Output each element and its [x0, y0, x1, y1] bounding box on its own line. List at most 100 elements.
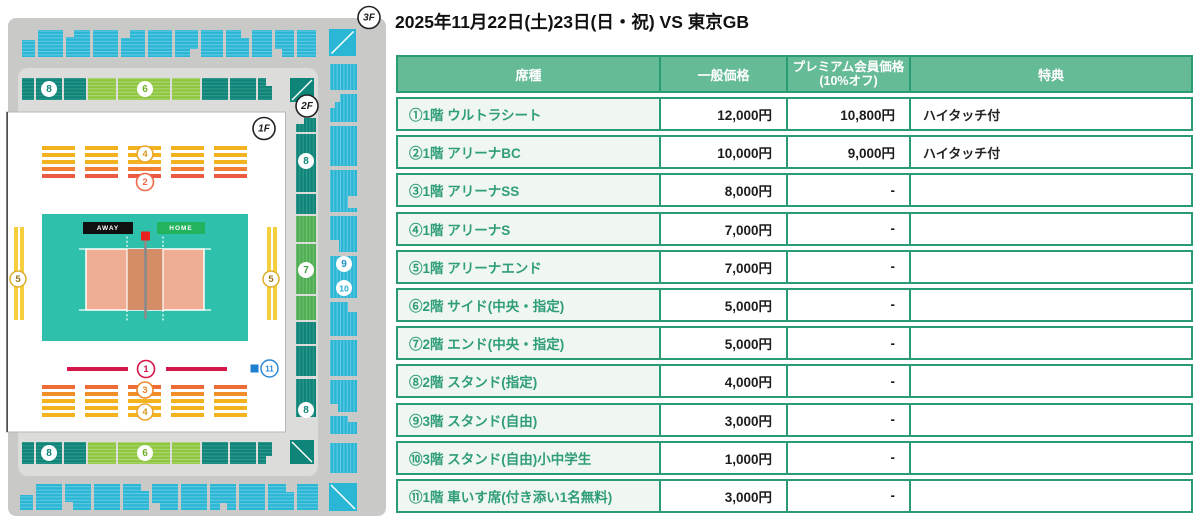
premium-price-cell: -: [786, 404, 909, 435]
benefit-cell: [909, 366, 1191, 397]
general-price-cell: 5,000円: [659, 289, 786, 320]
marker-10: 10: [336, 280, 352, 296]
marker-6-top-band: 6: [137, 81, 153, 97]
seat-type-cell: ④1階 アリーナS: [398, 213, 659, 244]
seat-type-cell: ⑨3階 スタンド(自由): [398, 404, 659, 435]
header-premium-line2: (10%オフ): [819, 74, 878, 88]
svg-text:2F: 2F: [300, 101, 314, 112]
benefit-cell: ハイタッチ付: [909, 137, 1191, 168]
table-row: ⑪1階 車いす席(付き添い1名無料) 3,000円 -: [396, 478, 1193, 513]
marker-11: 11: [260, 359, 279, 378]
ultra-seat-row: [67, 367, 227, 371]
floor-badge-2f: 2F: [295, 94, 319, 118]
arena-map-svg: AWAY HOME: [6, 5, 386, 516]
seat-type-cell: ③1階 アリーナSS: [398, 175, 659, 206]
header-general-price: 一般価格: [659, 57, 786, 91]
stands-3f-right: [329, 64, 357, 511]
table-row: ⑦2階 エンド(中央・指定) 5,000円 -: [396, 326, 1193, 361]
svg-text:1: 1: [143, 364, 149, 375]
marker-1: 1: [136, 359, 156, 379]
away-banner: [83, 222, 133, 234]
general-price-cell: 7,000円: [659, 251, 786, 282]
svg-text:3F: 3F: [363, 13, 376, 24]
seat-type-cell: ⑥2階 サイド(中央・指定): [398, 289, 659, 320]
svg-text:5: 5: [15, 274, 21, 285]
table-row: ②1階 アリーナBC 10,000円 9,000円 ハイタッチ付: [396, 135, 1193, 170]
stands-2f-bottom: [22, 440, 314, 464]
svg-text:2: 2: [142, 177, 147, 188]
svg-text:5: 5: [268, 274, 274, 285]
benefit-cell: [909, 213, 1191, 244]
benefit-cell: ハイタッチ付: [909, 99, 1191, 129]
floor-badge-1f: 1F: [252, 116, 276, 141]
svg-text:6: 6: [142, 84, 148, 95]
benefit-cell: [909, 404, 1191, 435]
marker-3: 3: [136, 381, 154, 399]
premium-price-cell: -: [786, 175, 909, 206]
premium-price-cell: -: [786, 366, 909, 397]
price-table: 席種 一般価格 プレミアム会員価格 (10%オフ) 特典 ①1階 ウルトラシート…: [396, 55, 1193, 517]
marker-5-right: 5: [262, 270, 280, 288]
general-price-cell: 3,000円: [659, 404, 786, 435]
premium-price-cell: -: [786, 442, 909, 473]
marker-4-bottom: 4: [136, 403, 154, 421]
svg-text:10: 10: [339, 284, 349, 294]
stands-3f-top: [22, 29, 356, 57]
marker-4-top: 4: [136, 145, 154, 163]
svg-text:9: 9: [341, 259, 347, 270]
svg-text:4: 4: [142, 407, 148, 418]
marker-5-left: 5: [9, 270, 27, 288]
net-marker: [141, 231, 150, 241]
table-body: ①1階 ウルトラシート 12,000円 10,800円 ハイタッチ付 ②1階 ア…: [396, 97, 1193, 517]
header-seat-type: 席種: [515, 67, 542, 83]
table-row: ⑨3階 スタンド(自由) 3,000円 -: [396, 402, 1193, 437]
seat-type-cell: ⑩3階 スタンド(自由)小中学生: [398, 442, 659, 473]
svg-text:8: 8: [303, 405, 309, 416]
table-row: ①1階 ウルトラシート 12,000円 10,800円 ハイタッチ付: [396, 97, 1193, 131]
stands-3f-bottom: [20, 484, 318, 510]
premium-price-cell: 9,000円: [786, 137, 909, 168]
seat-type-cell: ②1階 アリーナBC: [398, 137, 659, 168]
seat-type-cell: ⑧2階 スタンド(指定): [398, 366, 659, 397]
benefit-cell: [909, 289, 1191, 320]
general-price-cell: 7,000円: [659, 213, 786, 244]
table-row: ⑩3階 スタンド(自由)小中学生 1,000円 -: [396, 440, 1193, 475]
premium-price-cell: -: [786, 251, 909, 282]
svg-text:8: 8: [46, 448, 52, 459]
marker-7-right: 7: [298, 262, 314, 278]
svg-text:11: 11: [265, 365, 274, 374]
header-premium-price: プレミアム会員価格 (10%オフ): [786, 57, 909, 91]
home-label: HOME: [169, 225, 193, 232]
stands-2f-top: [22, 78, 314, 102]
table-header-row: 席種 一般価格 プレミアム会員価格 (10%オフ) 特典: [396, 55, 1193, 93]
table-row: ④1階 アリーナS 7,000円 -: [396, 211, 1193, 246]
header-benefit: 特典: [909, 57, 1191, 91]
table-row: ③1階 アリーナSS 8,000円 -: [396, 173, 1193, 208]
general-price-cell: 1,000円: [659, 442, 786, 473]
court: AWAY HOME: [42, 214, 248, 341]
svg-text:6: 6: [142, 448, 148, 459]
home-banner: [157, 222, 205, 234]
premium-price-cell: 10,800円: [786, 99, 909, 129]
premium-price-cell: -: [786, 289, 909, 320]
svg-text:1F: 1F: [258, 124, 271, 135]
general-price-cell: 4,000円: [659, 366, 786, 397]
table-row: ⑤1階 アリーナエンド 7,000円 -: [396, 249, 1193, 284]
general-price-cell: 12,000円: [659, 99, 786, 129]
away-label: AWAY: [97, 225, 120, 232]
premium-price-cell: -: [786, 480, 909, 511]
benefit-cell: [909, 480, 1191, 511]
seat-type-cell: ①1階 ウルトラシート: [398, 99, 659, 129]
svg-text:8: 8: [46, 84, 52, 95]
marker-2: 2: [135, 172, 155, 192]
seat-type-cell: ⑤1階 アリーナエンド: [398, 251, 659, 282]
arena-seating-map: AWAY HOME: [0, 0, 390, 532]
page-title: 2025年11月22日(土)23日(日・祝) VS 東京GB: [395, 12, 749, 32]
premium-price-cell: -: [786, 213, 909, 244]
marker-8-top-band: 8: [41, 81, 57, 97]
marker-9: 9: [336, 256, 352, 272]
floor-badge-3f: 3F: [357, 5, 381, 30]
general-price-cell: 8,000円: [659, 175, 786, 206]
svg-text:8: 8: [303, 156, 309, 167]
